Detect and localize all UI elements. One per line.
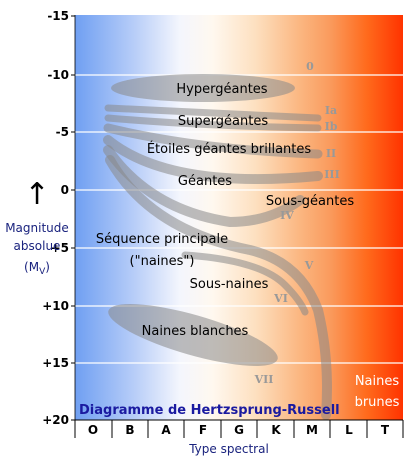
bright-giants-label: Étoiles géantes brillantes xyxy=(147,141,312,157)
main-sequence-label: Séquence principale xyxy=(96,232,228,247)
spectral-class-a: A xyxy=(161,423,171,437)
hypergiants-label: Hypergéantes xyxy=(176,82,267,97)
y-tick-label: +15 xyxy=(42,356,69,370)
spectral-class-o: O xyxy=(88,423,98,437)
y-tick-label: +20 xyxy=(42,413,69,427)
dwarfs-label: ("naines") xyxy=(130,254,195,269)
class-ib-label: Ib xyxy=(325,120,338,133)
subdwarf-band xyxy=(181,251,309,316)
class-vii-label: VII xyxy=(254,373,274,386)
x-axis-label: Type spectral xyxy=(188,442,269,456)
diagram-title: Diagramme de Hertzsprung-Russell xyxy=(79,403,340,418)
subgiant-band xyxy=(103,145,305,228)
y-tick-label: -15 xyxy=(47,9,69,23)
class-ia-label: Ia xyxy=(325,104,337,117)
class-ii-label: II xyxy=(326,147,336,160)
brown-dwarfs-label-line1: Naines xyxy=(355,374,400,389)
giants-label: Géantes xyxy=(178,174,232,189)
spectral-class-t: T xyxy=(381,423,390,437)
main-sequence-band xyxy=(105,155,332,420)
up-arrow-icon: ↑ xyxy=(24,177,49,212)
subdwarfs-label: Sous-naines xyxy=(190,277,269,292)
hypergiant-band xyxy=(111,74,295,102)
y-axis-label-line1: Magnitude xyxy=(5,221,69,235)
brown-dwarfs-label-line2: brunes xyxy=(355,395,400,410)
class-v-label: V xyxy=(304,259,314,272)
supergiants-label: Supergéantes xyxy=(178,114,268,129)
spectral-class-b: B xyxy=(125,423,134,437)
class-iv-label: IV xyxy=(280,209,294,222)
supergiant-ia-band xyxy=(104,104,322,122)
giant-band xyxy=(103,135,323,185)
luminosity-bands xyxy=(103,74,332,420)
class-0-label: 0 xyxy=(306,60,314,73)
class-iii-label: III xyxy=(324,168,339,181)
spectral-class-m: M xyxy=(306,423,318,437)
supergiant-ib-band xyxy=(104,114,322,132)
x-tick-marks xyxy=(74,420,404,438)
y-tick-label: 0 xyxy=(61,183,69,197)
y-tick-label: -5 xyxy=(56,125,69,139)
spectral-class-l: L xyxy=(345,423,353,437)
bright-giant-band xyxy=(103,123,323,159)
spectral-class-f: F xyxy=(199,423,207,437)
spectral-class-g: G xyxy=(234,423,244,437)
y-tick-label: +10 xyxy=(42,299,69,313)
spectral-class-k: K xyxy=(271,423,281,437)
white-dwarf-band xyxy=(108,304,278,366)
y-tick-label: +5 xyxy=(51,241,69,255)
class-vi-label: VI xyxy=(273,292,288,305)
y-axis-label-line2: absolue xyxy=(14,239,61,253)
y-axis-label-line3: (MV) xyxy=(24,260,50,277)
subgiants-label: Sous-géantes xyxy=(266,194,354,209)
y-tick-label: -10 xyxy=(47,68,69,82)
white-dwarfs-label: Naines blanches xyxy=(142,324,249,339)
y-tick-marks xyxy=(71,15,75,421)
